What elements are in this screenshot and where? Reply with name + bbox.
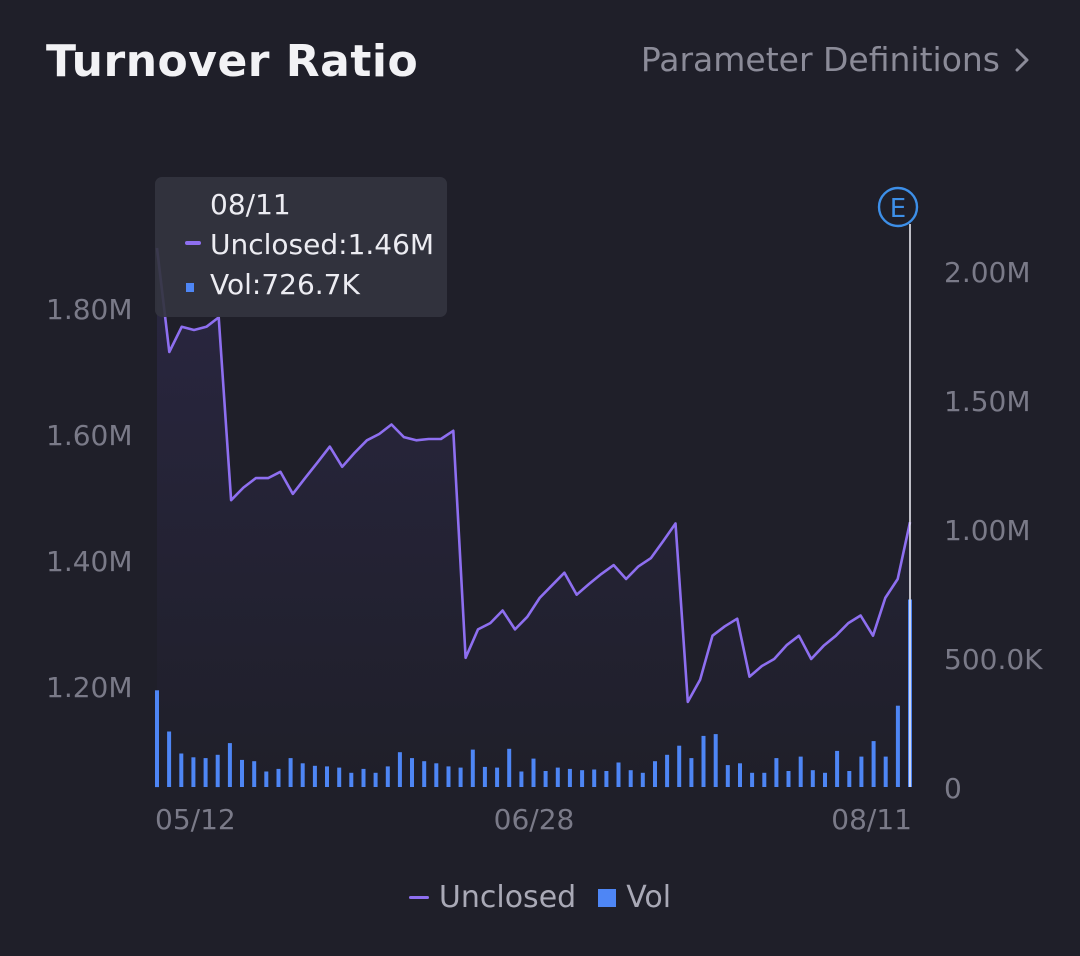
legend-item-unclosed[interactable]: Unclosed [408, 880, 577, 915]
vol-bar [361, 768, 366, 787]
right-axis-tick: 500.0K [944, 643, 1043, 676]
vol-bar [422, 761, 427, 787]
vol-bar [482, 766, 487, 787]
left-axis-tick: 1.60M [46, 419, 133, 452]
vol-bar [410, 758, 414, 787]
vol-bar [580, 770, 585, 787]
vol-bar [567, 768, 572, 787]
vol-bar [446, 766, 451, 787]
vol-bar [750, 772, 755, 787]
vol-bar [604, 771, 609, 787]
vol-bar [507, 748, 512, 787]
vol-bar [458, 767, 463, 787]
vol-bar [738, 763, 742, 787]
vol-bar [276, 768, 281, 787]
vol-bar [798, 756, 803, 787]
tooltip-line-swatch [185, 241, 201, 245]
x-axis-tick: 06/28 [494, 803, 575, 836]
vol-bar [762, 772, 767, 787]
legend-item-vol[interactable]: Vol [598, 880, 671, 915]
parameter-definitions-link[interactable]: Parameter Definitions [641, 40, 1030, 79]
turnover-chart[interactable]: 1.80M 1.60M 1.40M 1.20M 2.00M 1.50M 1.00M 500.… [0, 0, 1080, 870]
vol-bar [665, 754, 670, 788]
vol-bar [470, 749, 475, 787]
legend-bar-swatch [598, 888, 617, 907]
earnings-marker-icon [877, 186, 919, 228]
vol-bar [252, 761, 257, 787]
legend-label-unclosed: Unclosed [438, 880, 577, 915]
vol-bar [640, 772, 645, 787]
vol-bar [227, 743, 232, 787]
vol-bar [288, 758, 293, 787]
chevron-right-icon [1015, 48, 1029, 71]
right-axis-tick: 1.00M [944, 514, 1031, 547]
vol-bar [349, 772, 354, 787]
vol-bar [883, 756, 888, 787]
vol-bar [167, 731, 172, 787]
tooltip-bar-swatch [186, 283, 194, 292]
vol-bar [179, 753, 184, 787]
vol-bar [337, 767, 342, 787]
left-axis-tick: 1.40M [46, 545, 133, 578]
vol-bar [677, 745, 682, 787]
tooltip-box [155, 177, 447, 317]
line-area-fill [157, 248, 910, 787]
vol-bar [155, 690, 159, 788]
vol-bar [264, 771, 269, 787]
vol-bar [300, 763, 305, 787]
right-axis-tick: 0 [944, 772, 962, 805]
vol-bar [871, 741, 876, 787]
vol-bar [725, 765, 730, 787]
page-title: Turnover Ratio [46, 36, 419, 87]
vol-bar [847, 771, 852, 787]
tooltip-date: 08/11 [210, 188, 291, 221]
left-axis-tick: 1.20M [46, 671, 133, 704]
vol-bar [653, 761, 657, 787]
vol-bar [543, 771, 548, 787]
vol-bar [397, 752, 402, 787]
vol-bar [895, 705, 900, 787]
vol-bar [823, 772, 827, 787]
vol-bar [203, 758, 208, 787]
x-axis-tick: 05/12 [155, 803, 236, 836]
vol-bar [835, 750, 840, 787]
vol-bar [555, 767, 560, 787]
vol-bar [531, 758, 536, 787]
vol-bar [215, 754, 220, 788]
vol-bar [240, 759, 244, 787]
earnings-marker-label: E [890, 194, 906, 224]
tooltip-vol: Vol:726.7K [210, 268, 360, 301]
vol-bar [810, 770, 815, 787]
right-axis-tick: 2.00M [944, 256, 1031, 289]
tooltip-unclosed: Unclosed:1.46M [210, 228, 434, 261]
chart-legend: Unclosed Vol [0, 880, 1080, 915]
vol-bar [495, 767, 500, 787]
vol-bar [713, 734, 718, 787]
vol-bar [786, 771, 791, 787]
x-axis-tick: 08/11 [831, 803, 912, 836]
legend-label-vol: Vol [626, 880, 672, 915]
left-axis-tick: 1.80M [46, 293, 133, 326]
unclosed-line [155, 247, 912, 704]
vol-bar [774, 758, 779, 787]
legend-line-swatch [408, 896, 429, 899]
vol-bar [628, 770, 633, 787]
vol-bar [325, 766, 329, 787]
vol-bar [616, 762, 621, 787]
vol-bar [859, 756, 864, 787]
vol-bar [701, 735, 706, 787]
vol-bar [312, 765, 317, 787]
vol-bar [519, 771, 524, 787]
vol-bar [191, 757, 196, 787]
vol-bar [373, 772, 378, 787]
right-axis-tick: 1.50M [944, 385, 1031, 418]
vol-bar [385, 766, 390, 787]
vol-bar [592, 769, 597, 787]
vol-bar [434, 763, 439, 787]
parameter-definitions-label: Parameter Definitions [640, 40, 1000, 79]
vol-bar [689, 758, 694, 787]
